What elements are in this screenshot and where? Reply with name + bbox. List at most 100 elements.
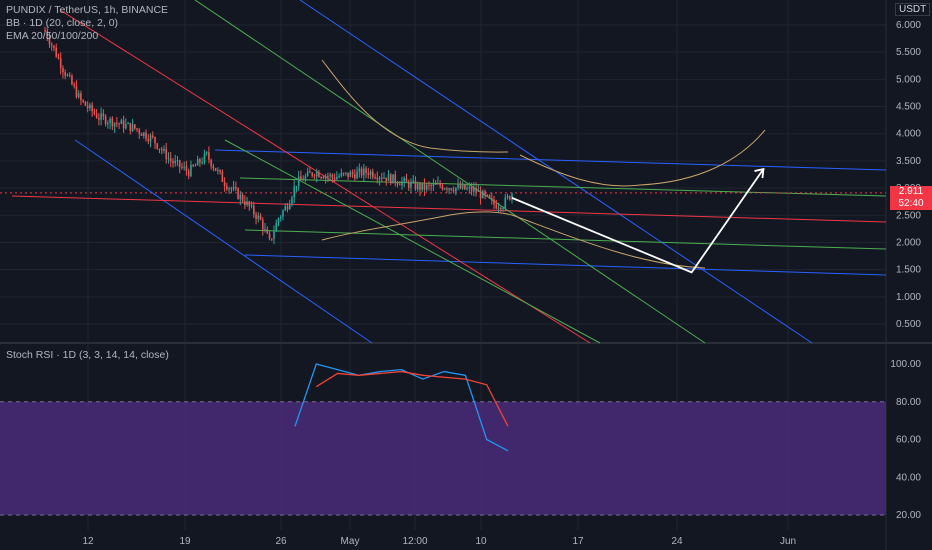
candle-body: [277, 218, 280, 223]
candle-body: [253, 205, 255, 215]
candle-body: [68, 74, 71, 76]
candle-body: [75, 86, 78, 98]
candle-body: [196, 159, 199, 166]
candle-body: [448, 188, 450, 190]
rsi-tick-label: 60.00: [896, 435, 921, 446]
rsi-legend[interactable]: Stoch RSI · 1D (3, 3, 14, 14, close): [6, 349, 169, 361]
candle-body: [345, 172, 347, 174]
rsi-tick-label: 100.00: [890, 359, 921, 370]
price-tick-label: 6.000: [896, 20, 921, 31]
candle-body: [46, 30, 49, 38]
price-tick-label: 4.500: [896, 102, 921, 113]
candle-body: [255, 214, 257, 219]
stoch-rsi-panel: [0, 363, 886, 516]
price-tick-label: 5.000: [896, 74, 921, 85]
candle-body: [482, 191, 484, 199]
candle-body: [205, 152, 208, 154]
candle-body: [125, 124, 127, 129]
candle-body: [64, 72, 67, 76]
candle-body: [53, 45, 55, 48]
candle-body: [383, 177, 385, 179]
bb-indicator-label[interactable]: BB · 1D (20, close, 2, 0): [6, 17, 119, 29]
candle-body: [329, 174, 331, 177]
candle-body: [502, 208, 504, 210]
candle-body: [279, 216, 282, 219]
candle-body: [490, 198, 493, 200]
candle-body: [342, 173, 345, 175]
candle-body: [479, 190, 482, 199]
candle-body: [347, 172, 349, 177]
candle-body: [113, 122, 116, 127]
candle-body: [473, 188, 475, 192]
candle-body: [142, 132, 145, 136]
candle-body: [131, 124, 134, 132]
price-tick-label: 3.500: [896, 156, 921, 167]
candle-body: [486, 194, 489, 196]
candle-body: [82, 100, 84, 102]
candle-body: [266, 229, 269, 234]
candle-body: [378, 177, 381, 180]
price-tick-label: 4.000: [896, 129, 921, 140]
candle-body: [313, 175, 316, 177]
candle-body: [398, 184, 401, 186]
candle-body: [86, 105, 89, 109]
candle-body: [149, 135, 152, 142]
candle-body: [223, 181, 226, 187]
candle-body: [55, 47, 58, 57]
candle-body: [349, 172, 352, 177]
candle-body: [320, 177, 322, 179]
candle-body: [340, 173, 343, 177]
candle-body: [291, 197, 293, 204]
candle-body: [336, 176, 338, 180]
candle-body: [214, 168, 217, 171]
candle-body: [158, 148, 161, 150]
price-tick-label: 1.000: [896, 292, 921, 303]
candle-body: [437, 182, 439, 185]
candle-body: [446, 188, 448, 190]
candle-body: [511, 193, 513, 200]
candle-body: [111, 118, 114, 127]
candle-body: [484, 191, 486, 195]
candle-body: [288, 203, 291, 210]
candle-body: [169, 158, 172, 162]
candle-body: [264, 229, 266, 231]
candle-body: [62, 68, 64, 73]
chart-legend: PUNDIX / TetherUS, 1h, BINANCE BB · 1D (…: [6, 4, 168, 43]
rsi-series-line: [315, 370, 509, 427]
candle-body: [181, 166, 183, 168]
candle-body: [421, 183, 423, 190]
candle-body: [235, 187, 237, 189]
ema-indicator-label[interactable]: EMA 20/50/100/200: [6, 30, 99, 42]
candle-body: [165, 148, 168, 160]
candle-body: [172, 161, 174, 164]
candle-body: [468, 186, 471, 189]
candle-body: [183, 166, 186, 168]
candle-body: [367, 172, 370, 176]
candle-body: [48, 37, 51, 45]
candle-body: [450, 188, 453, 191]
candle-body: [286, 206, 289, 210]
candle-body: [91, 104, 93, 112]
candle-body: [461, 184, 464, 189]
candle-body: [416, 183, 419, 190]
bar-countdown: 52:40: [890, 198, 932, 210]
candle-body: [284, 206, 287, 211]
candle-body: [230, 188, 233, 190]
candle-body: [306, 171, 309, 176]
symbol-title[interactable]: PUNDIX / TetherUS, 1h, BINANCE: [6, 4, 169, 16]
candle-body: [475, 188, 477, 192]
pitchfork-green-upper: [194, 0, 706, 344]
candle-body: [443, 188, 446, 190]
candle-body: [228, 188, 230, 190]
candle-body: [394, 174, 397, 183]
candle-body: [194, 165, 197, 167]
candle-body: [237, 188, 239, 199]
candle-body: [273, 231, 275, 239]
currency-label[interactable]: USDT: [895, 3, 931, 16]
candle-body: [118, 123, 120, 125]
rsi-tick-label: 80.00: [896, 397, 921, 408]
candle-body: [145, 132, 147, 139]
candle-body: [396, 182, 399, 185]
candle-body: [71, 75, 73, 85]
